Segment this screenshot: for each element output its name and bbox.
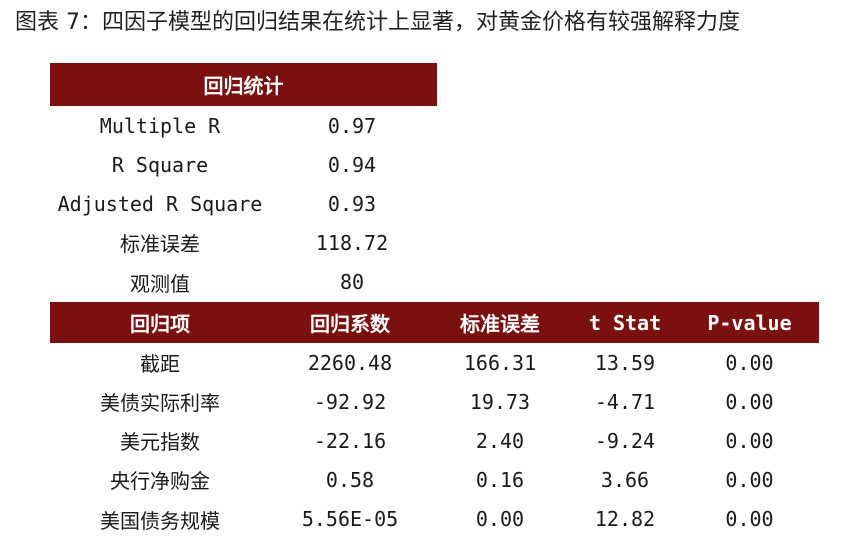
stat-label: Adjusted R Square: [57, 191, 263, 216]
col-header-stderr: 标准误差: [460, 312, 540, 336]
coef-term: 美债实际利率: [100, 391, 220, 415]
coef-stderr: 0.16: [475, 467, 525, 492]
coef-term: 美国债务规模: [100, 508, 220, 533]
coef-value: 2260.48: [307, 350, 393, 375]
coef-stderr: 2.40: [475, 428, 525, 453]
stat-label: 观测值: [130, 271, 190, 296]
col-header-pvalue: P-value: [707, 310, 792, 335]
stat-label: 标准误差: [120, 232, 200, 256]
stat-value: 0.94: [327, 152, 377, 177]
coef-pvalue: 0.00: [725, 389, 774, 414]
stat-value: 0.97: [327, 113, 377, 138]
coef-pvalue: 0.00: [725, 428, 774, 453]
stat-value: 80: [339, 270, 365, 294]
coef-term: 美元指数: [120, 430, 200, 454]
coef-pvalue: 0.00: [725, 350, 774, 375]
coef-term: 央行净购金: [110, 469, 210, 493]
coef-term: 截距: [140, 352, 180, 376]
coef-tstat: 12.82: [594, 507, 656, 531]
coef-stderr: 19.73: [469, 389, 531, 414]
coef-value: 0.58: [325, 467, 375, 492]
coef-value: -22.16: [313, 428, 387, 453]
coef-stderr: 166.31: [463, 350, 537, 375]
stat-label: Multiple R: [99, 113, 221, 138]
coef-tstat: 3.66: [600, 467, 650, 492]
coefficients-header-band: [50, 302, 819, 343]
col-header-coef: 回归系数: [310, 312, 390, 336]
figure-title: 图表 7：四因子模型的回归结果在统计上显著，对黄金价格有较强解释力度: [15, 10, 740, 35]
col-header-tstat: t Stat: [588, 310, 662, 335]
coef-tstat: 13.59: [594, 350, 656, 375]
stat-label: R Square: [111, 152, 209, 177]
coef-value: 5.56E-05: [301, 507, 399, 531]
col-header-term: 回归项: [130, 312, 190, 336]
regression-stats-header-band: [50, 63, 437, 106]
coef-pvalue: 0.00: [725, 507, 774, 531]
coef-stderr: 0.00: [475, 507, 525, 531]
stat-value: 0.93: [327, 191, 377, 216]
coef-value: -92.92: [313, 389, 387, 414]
coef-tstat: -4.71: [594, 389, 656, 414]
stat-value: 118.72: [315, 230, 389, 255]
coef-tstat: -9.24: [594, 428, 656, 453]
regression-stats-header: 回归统计: [203, 74, 284, 98]
coef-pvalue: 0.00: [725, 467, 774, 492]
